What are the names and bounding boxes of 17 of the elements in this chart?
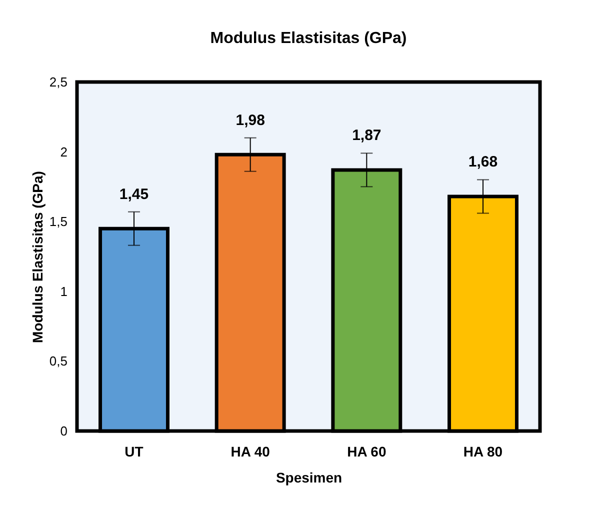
y-tick-label: 2,5 [49, 74, 68, 90]
y-tick-label: 0,5 [49, 354, 68, 369]
y-tick-label: 2 [60, 144, 68, 160]
data-label: 1,87 [352, 127, 382, 144]
x-axis-title: Spesimen [276, 470, 342, 486]
x-tick-label: HA 80 [463, 444, 503, 460]
data-label: 1,45 [119, 186, 149, 203]
chart-title: Modulus Elastisitas (GPa) [210, 30, 407, 47]
y-tick-label: 0 [60, 424, 68, 438]
y-tick-label: 1,5 [49, 214, 68, 230]
x-tick-label: HA 40 [230, 444, 270, 460]
x-tick-label: HA 60 [347, 444, 386, 460]
data-label: 1,98 [236, 112, 265, 129]
data-label: 1,68 [468, 154, 498, 171]
y-axis-title: Modulus Elastisitas (GPa) [29, 171, 46, 343]
y-tick-label: 1 [60, 284, 68, 299]
x-tick-label: UT [124, 444, 144, 460]
